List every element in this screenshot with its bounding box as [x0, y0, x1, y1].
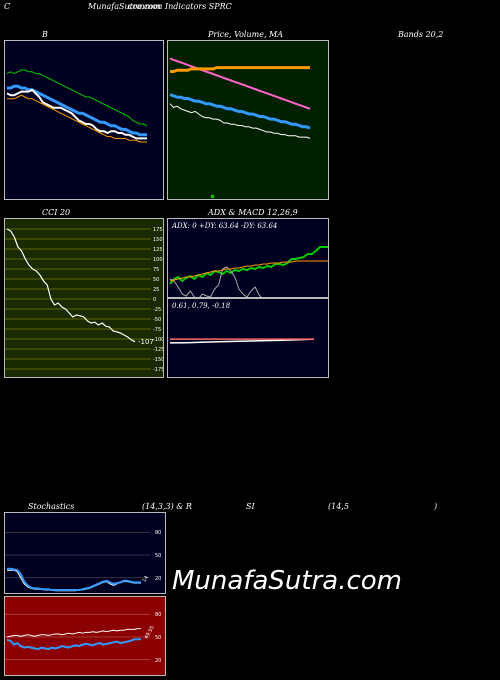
cci-tick-label: 175 — [153, 227, 163, 233]
macd-chart: 0.61, 0.79, -0.18 — [168, 299, 328, 377]
panel-background — [5, 219, 163, 377]
panel-background — [168, 219, 328, 297]
macd-panel: 0.61, 0.79, -0.18 — [167, 298, 329, 378]
cci-tick-label: 25 — [153, 287, 159, 293]
cci-tick-label: 50 — [153, 277, 159, 283]
stoch-line-1 — [7, 567, 141, 591]
panel-background — [168, 41, 328, 199]
rsi-tick-label: 20 — [155, 658, 161, 664]
caption-adx: ADX & MACD 12,26,9 — [208, 208, 298, 217]
caption-stoch: Stochastics — [28, 502, 75, 511]
adx-annotation: ADX: 0 +DY: 63.64 -DY: 63.64 — [171, 222, 277, 230]
rsi-line-1 — [6, 628, 141, 638]
macd-annotation: 0.61, 0.79, -0.18 — [172, 302, 231, 310]
rsi-tick-label: 80 — [155, 612, 161, 618]
stoch-last-label: 14 — [142, 575, 150, 584]
panel-background — [168, 299, 328, 377]
cci-tick-label: -100 — [153, 337, 164, 343]
bollinger-line-2 — [6, 88, 147, 140]
price-volume-ma-chart — [168, 41, 328, 199]
stoch-tick-label: 50 — [155, 553, 161, 559]
price-ma-line-2 — [169, 93, 311, 130]
cci-tick-label: 75 — [153, 267, 159, 273]
stochastics-panel: 80 50 20 14 — [4, 512, 166, 594]
cci-tick-label: 125 — [153, 247, 163, 253]
stoch-tick-label: 20 — [155, 576, 161, 582]
cci-tick-label: 0 — [153, 297, 156, 303]
rsi-tick-label: 50 — [155, 635, 161, 641]
cci-tick-label: -175 — [153, 367, 164, 373]
caption-paren: ) — [434, 502, 438, 511]
rsi-line-0 — [6, 638, 141, 651]
adx-line-1 — [169, 266, 262, 297]
adx-line-2 — [169, 260, 328, 282]
cci-tick-label: -25 — [153, 307, 161, 313]
panel-background — [5, 597, 165, 675]
stoch-tick-label: 80 — [155, 530, 161, 536]
cci-tick-label: 100 — [153, 257, 163, 263]
cci-tick-label: -50 — [153, 317, 161, 323]
stochastics-chart: 80 50 20 14 — [5, 513, 165, 593]
caption-b: B — [42, 30, 48, 39]
price-ma-line-1 — [170, 66, 310, 73]
rsi-panel: 80 50 20 49.55 — [4, 596, 166, 676]
cci-chart: 175 150 125 100 75 50 25 0 -25 -50 -75 -100 -125 -150… — [5, 219, 164, 377]
cci-tick-label: -75 — [153, 327, 161, 333]
adx-panel: ADX: 0 +DY: 63.64 -DY: 63.64 — [167, 218, 329, 298]
panel-background — [5, 41, 163, 199]
caption-bands: Bands 20,2 — [398, 30, 444, 39]
bollinger-line-3 — [7, 94, 147, 143]
cci-panel: 175 150 125 100 75 50 25 0 -25 -50 -75 -100 -125 -150… — [4, 218, 164, 378]
volume-bar — [211, 195, 214, 198]
caption-rsi-params: (14,5 — [328, 502, 349, 511]
cci-last-label: -107 — [138, 338, 154, 346]
watermark: MunafaSutra.com — [172, 566, 403, 596]
caption-price: Price, Volume, MA — [208, 30, 284, 39]
cci-tick-label: -125 — [153, 347, 164, 353]
header-subtitle: common Indicators SPRC — [128, 2, 232, 11]
cci-tick-label: -150 — [153, 357, 164, 363]
panel-background — [5, 513, 165, 593]
adx-line-0 — [169, 246, 328, 285]
cci-tick-label: 150 — [153, 237, 163, 243]
caption-si: SI — [246, 502, 255, 511]
bollinger-bands-panel — [4, 40, 164, 200]
price-ma-line-3 — [169, 103, 311, 139]
header-title: MunafaSutra.com — [88, 2, 161, 11]
price-ma-line-0 — [169, 57, 311, 110]
adx-chart: ADX: 0 +DY: 63.64 -DY: 63.64 — [168, 219, 328, 297]
caption-stoch-params: (14,3,3) & R — [142, 502, 192, 511]
macd-line-0 — [169, 338, 315, 344]
cci-line — [6, 228, 136, 343]
price-volume-ma-panel — [167, 40, 329, 200]
bollinger-line-0 — [6, 69, 148, 127]
bollinger-bands-chart — [5, 41, 163, 199]
header-c: C — [4, 2, 11, 11]
caption-cci: CCI 20 — [42, 208, 71, 217]
